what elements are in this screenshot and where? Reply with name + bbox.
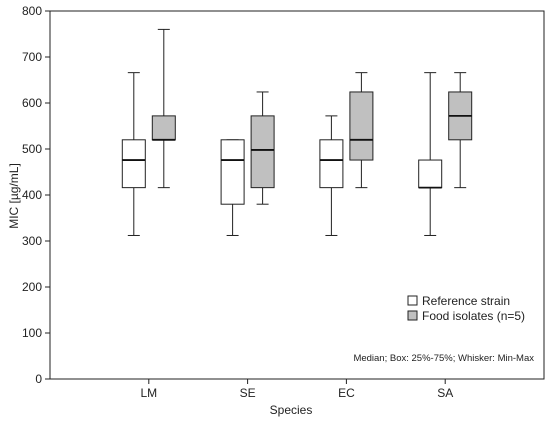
box (319, 139, 344, 189)
stats-note: Median; Box: 25%-75%; Whisker: Min-Max (353, 353, 534, 364)
y-tick-label: 500 (22, 142, 42, 156)
y-tick-label: 700 (22, 50, 42, 64)
y-tick-label: 400 (22, 188, 42, 202)
legend-swatch (407, 295, 418, 306)
y-tick-label: 600 (22, 96, 42, 110)
x-tick-label: EC (338, 386, 355, 400)
plot-frame (49, 10, 545, 380)
y-axis-title: MIC [µg/mL] (7, 163, 21, 229)
box (250, 115, 275, 189)
box (121, 139, 146, 189)
y-tick-label: 100 (22, 326, 42, 340)
box (349, 91, 374, 161)
x-tick-label: LM (140, 386, 157, 400)
y-tick-label: 0 (35, 372, 42, 386)
x-tick-label: SA (437, 386, 453, 400)
box (151, 115, 176, 141)
legend-label: Food isolates (n=5) (422, 309, 525, 323)
box (418, 159, 443, 189)
y-tick-label: 200 (22, 280, 42, 294)
legend-label: Reference strain (422, 294, 510, 308)
legend-swatch (407, 310, 418, 321)
y-tick-label: 800 (22, 4, 42, 18)
x-tick-label: SE (240, 386, 256, 400)
x-axis-title: Species (270, 403, 313, 417)
box (220, 139, 245, 205)
y-tick-label: 300 (22, 234, 42, 248)
